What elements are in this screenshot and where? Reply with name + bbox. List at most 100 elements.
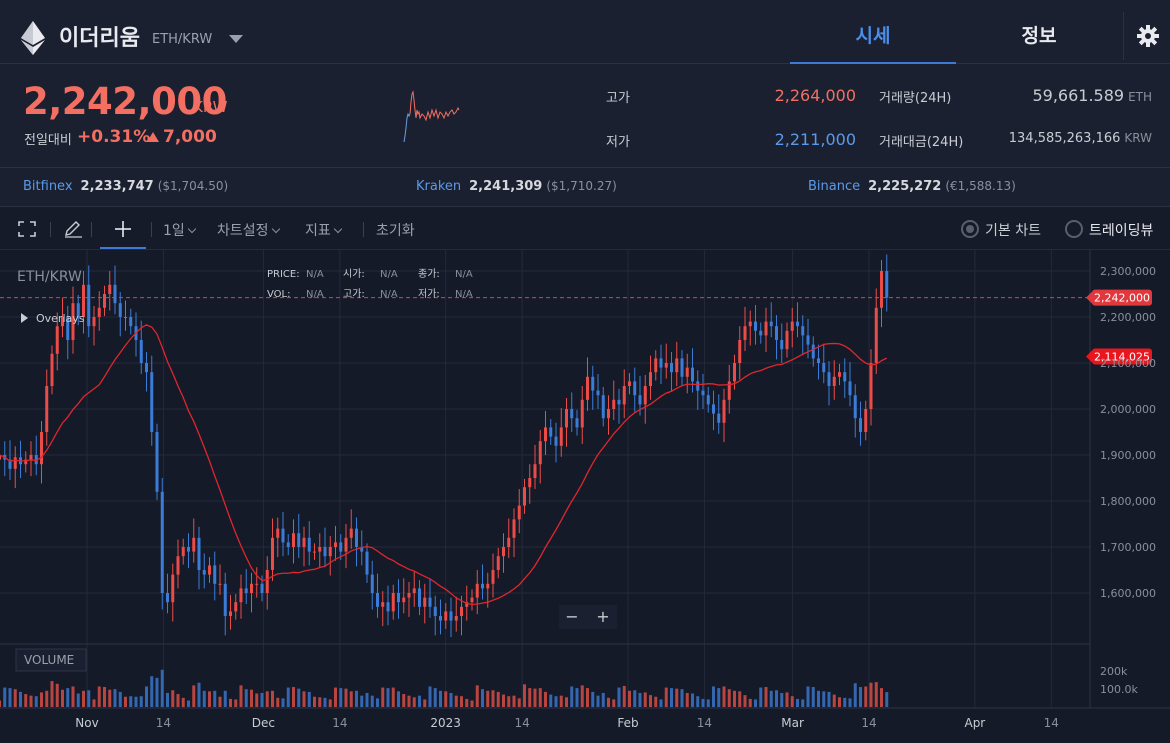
volume-bar <box>45 690 49 707</box>
volume-bar <box>502 694 505 707</box>
tradingview-label[interactable]: 트레이딩뷰 <box>1089 223 1154 239</box>
basic-chart-radio[interactable] <box>961 220 979 238</box>
gear-icon <box>1137 25 1159 47</box>
candle-body <box>76 303 80 317</box>
pencil-icon[interactable] <box>63 220 83 238</box>
candle-body <box>244 588 248 593</box>
exchange-kraken[interactable]: Kraken 2,241,309 ($1,710.27) <box>416 179 617 194</box>
coin-pair[interactable]: ETH/KRW <box>152 32 213 47</box>
candle-body <box>192 537 196 552</box>
volume-bar <box>796 698 799 707</box>
volume-bar <box>402 694 406 707</box>
candle-body <box>250 583 253 593</box>
candle-body <box>664 363 668 368</box>
exchange-price: 2,225,272 <box>868 179 942 194</box>
candle-body <box>318 547 322 552</box>
volume-bar <box>638 692 642 707</box>
candle-body <box>874 307 878 363</box>
volume-label: VOLUME <box>24 653 74 667</box>
volume-bar <box>3 687 7 707</box>
candle-body <box>260 583 264 593</box>
basic-chart-label[interactable]: 기본 차트 <box>985 223 1041 239</box>
exchange-fx-price: ($1,710.27) <box>546 179 617 193</box>
candle-body <box>50 353 54 386</box>
volume-bar <box>19 691 22 707</box>
candle-body <box>706 395 710 405</box>
candle-body <box>801 326 805 336</box>
volume-bar <box>712 686 715 707</box>
up-arrow-icon <box>147 132 159 142</box>
interval-select[interactable]: 1일 <box>163 220 197 240</box>
coin-select-caret-icon[interactable] <box>229 35 243 43</box>
exchange-binance[interactable]: Binance 2,225,272 (€1,588.13) <box>808 179 1016 194</box>
volume-tick-label: 100.0k <box>1100 683 1138 696</box>
candle-body <box>811 344 815 359</box>
zoom-out-button: − <box>565 607 578 626</box>
volume-bar <box>87 690 91 707</box>
x-tick-label: 14 <box>697 716 712 730</box>
reset-button[interactable]: 초기화 <box>376 223 415 239</box>
volume-bar <box>580 685 584 707</box>
crosshair-icon <box>115 221 131 237</box>
candle-body <box>743 326 747 340</box>
candle-body <box>528 478 532 488</box>
volume-bar <box>292 687 295 707</box>
volume-bar <box>817 690 820 707</box>
volume-bar <box>365 692 369 707</box>
volume-label-box <box>15 648 87 672</box>
volume-bar <box>507 696 511 707</box>
fullscreen-icon[interactable] <box>18 221 36 237</box>
volume-bar <box>118 691 122 707</box>
volume-bar <box>874 682 878 707</box>
candle-body <box>376 593 379 607</box>
volume-unit: ETH <box>1128 90 1152 104</box>
volume-bar <box>265 691 269 707</box>
crosshair-tool-button[interactable] <box>100 208 146 249</box>
volume-bar <box>97 686 101 707</box>
volume-bar <box>271 690 274 707</box>
price-chart[interactable]: 2,242,000 2,114,025 2,300,000 2,200,000 2,10… <box>0 250 1170 743</box>
exchange-fx-price: (€1,588.13) <box>945 179 1016 193</box>
volume-bar <box>213 690 217 707</box>
settings-button[interactable] <box>1123 12 1170 60</box>
volume-bar <box>759 687 763 707</box>
candlestick-chart[interactable]: 2,242,000 2,114,025 2,300,000 2,200,000 2,10… <box>0 250 1170 743</box>
volume-bar <box>491 690 495 707</box>
tab-price[interactable]: 시세 <box>790 0 956 64</box>
candle-body <box>61 317 64 327</box>
x-tick-label: Apr <box>964 716 985 730</box>
volume-bar <box>496 691 500 707</box>
volume-bar <box>386 688 390 707</box>
candle-body <box>869 363 873 409</box>
volume-bar <box>748 698 752 707</box>
candle-body <box>701 390 705 396</box>
candle-body <box>612 399 616 409</box>
candle-body <box>150 372 154 432</box>
volume-bar <box>171 690 175 707</box>
volume-bar <box>685 692 689 707</box>
volume-bar <box>313 696 316 707</box>
volume-bar <box>465 698 469 707</box>
indicators-label: 지표 <box>305 223 331 239</box>
volume-bar <box>838 697 841 707</box>
tradingview-radio[interactable] <box>1065 220 1083 238</box>
coin-name[interactable]: 이더리움 <box>59 26 140 51</box>
chart-settings-menu[interactable]: 차트설정 <box>217 220 280 240</box>
candle-body <box>418 588 421 607</box>
candle-body <box>848 381 852 396</box>
candle-body <box>691 367 694 382</box>
info-field-label: PRICE: <box>267 269 300 280</box>
exchange-bitfinex[interactable]: Bitfinex 2,233,747 ($1,704.50) <box>23 179 228 194</box>
volume-bar <box>675 688 679 707</box>
tab-info[interactable]: 정보 <box>1021 25 1057 47</box>
candle-body <box>769 321 773 327</box>
volume-bar <box>460 696 463 707</box>
candle-body <box>554 436 558 446</box>
chevron-down-icon <box>333 224 343 234</box>
candle-body <box>491 570 495 584</box>
candle-body <box>8 459 12 469</box>
volume-bar <box>260 692 264 707</box>
candle-body <box>628 381 631 386</box>
indicators-menu[interactable]: 지표 <box>305 220 343 240</box>
ma-value-tag <box>1092 348 1152 365</box>
